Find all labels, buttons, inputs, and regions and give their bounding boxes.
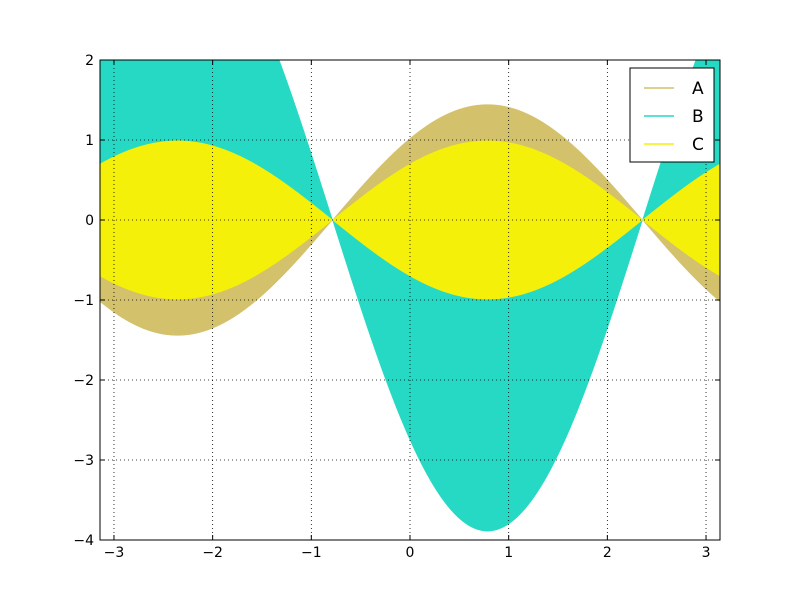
- legend-label-c: C: [692, 135, 704, 155]
- y-tick-label: −4: [73, 533, 94, 549]
- grid: [100, 59, 720, 541]
- y-tick-label: 0: [85, 213, 94, 229]
- legend: ABC: [629, 67, 715, 163]
- x-tick-label: 2: [603, 545, 612, 561]
- ticks: −3 −2 −1 0 1 2 3 2 1 0 −1 −2 −3 −4: [73, 53, 720, 561]
- y-tick-label: 1: [85, 133, 94, 149]
- x-tick-label: −2: [202, 545, 223, 561]
- y-tick-label: −3: [73, 453, 94, 469]
- x-tick-label: 1: [504, 545, 513, 561]
- x-tick-label: −1: [301, 545, 322, 561]
- x-tick-label: 0: [406, 545, 415, 561]
- y-tick-label: −1: [73, 293, 94, 309]
- x-tick-label: −3: [104, 545, 125, 561]
- y-tick-label: −2: [73, 373, 94, 389]
- legend-box: [629, 67, 715, 163]
- y-tick-label: 2: [85, 53, 94, 69]
- legend-label-a: A: [692, 79, 704, 99]
- legend-label-b: B: [692, 107, 704, 127]
- x-tick-label: 3: [702, 545, 711, 561]
